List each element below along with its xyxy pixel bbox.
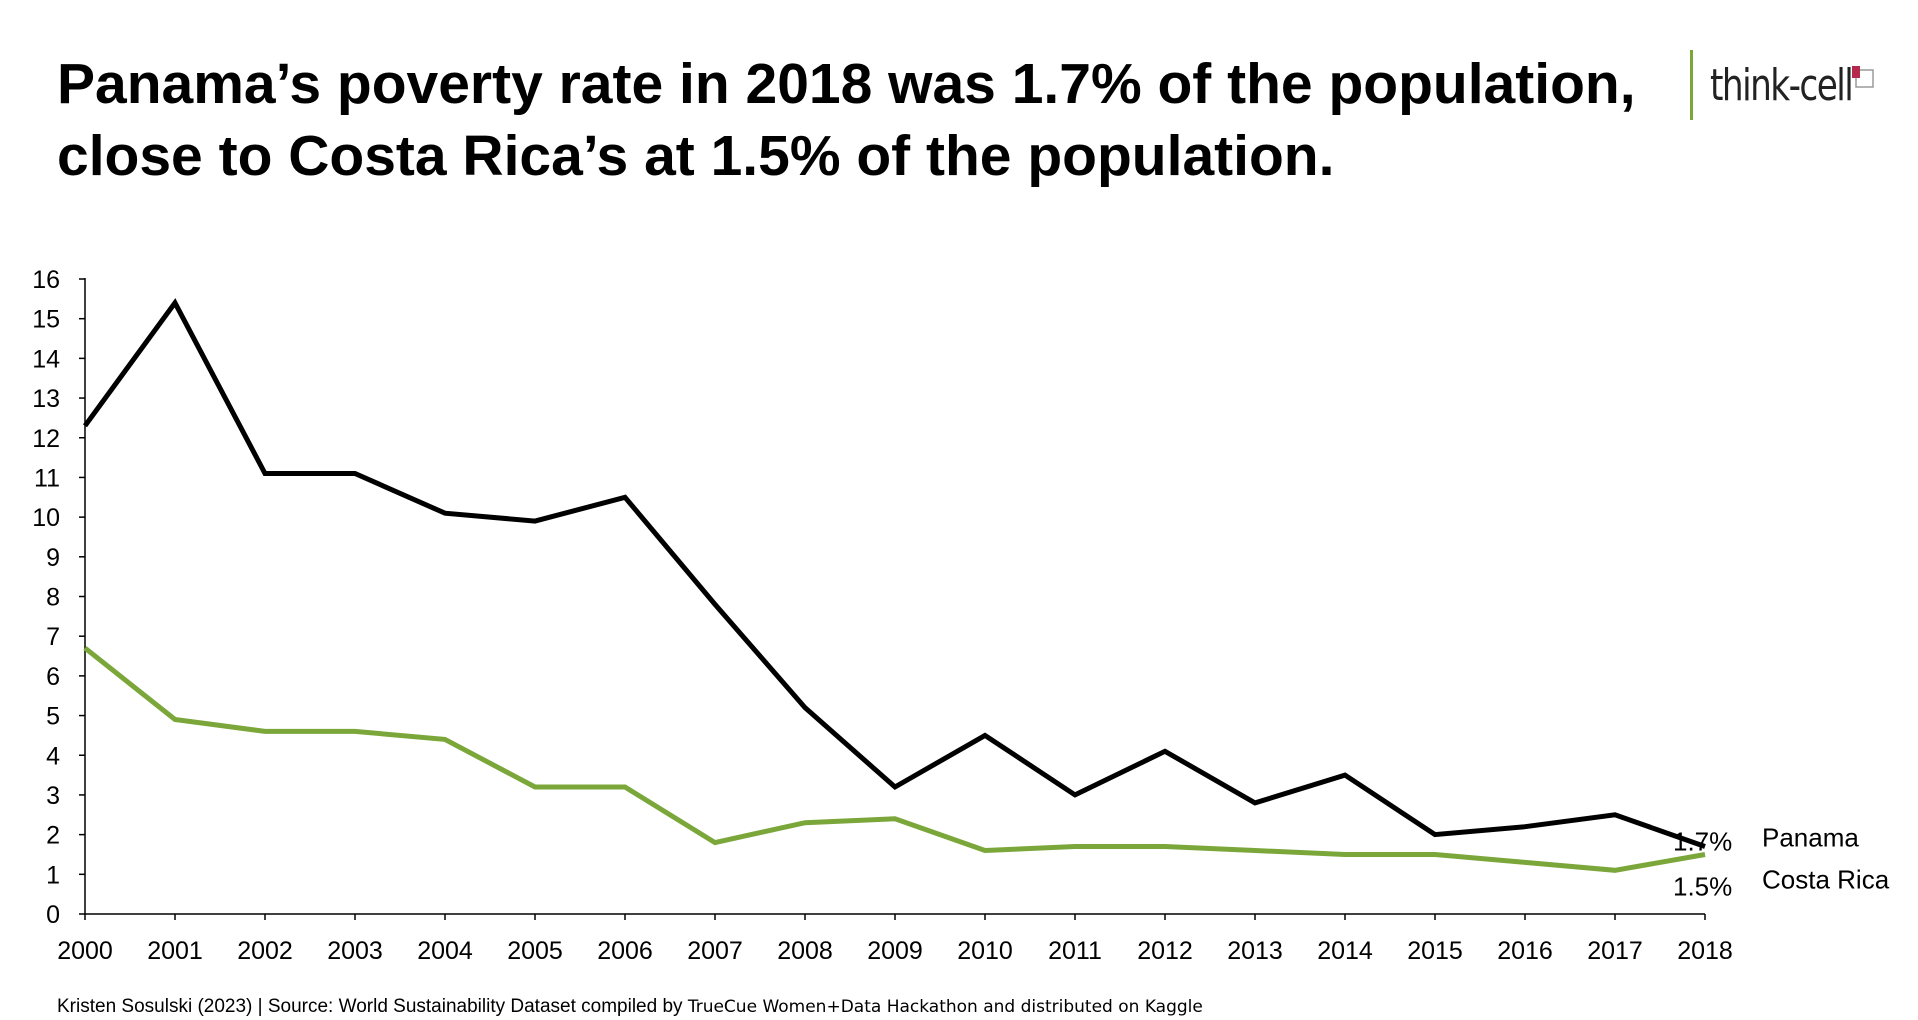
y-tick-label: 11 [34,464,60,492]
chart-title: Panama’s poverty rate in 2018 was 1.7% o… [57,48,1636,192]
x-tick-label: 2011 [1048,937,1102,965]
logo-accent-bar [1690,50,1693,120]
y-tick-label: 7 [46,623,60,651]
source-footnote: Kristen Sosulski (2023) | Source: World … [57,996,1203,1018]
x-tick-label: 2010 [957,937,1013,965]
x-tick-label: 2012 [1137,937,1193,965]
y-tick-label: 2 [46,822,60,850]
x-tick-label: 2016 [1497,937,1553,965]
legend-label-panama: Panama [1762,823,1859,853]
x-tick-label: 2003 [327,937,383,965]
x-tick-label: 2017 [1587,937,1643,965]
y-tick-label: 13 [32,385,60,413]
y-tick-label: 16 [32,266,60,294]
logo-text: think-cell [1710,60,1854,111]
end-value-label-costa-rica: 1.5% [1673,871,1732,901]
y-tick-label: 0 [46,901,60,929]
y-tick-label: 8 [46,584,60,612]
footnote-source: Kristen Sosulski (2023) | Source: World … [57,996,688,1017]
y-tick-label: 14 [32,345,60,373]
x-tick-label: 2008 [777,937,833,965]
y-tick-label: 15 [32,306,60,334]
x-tick-label: 2006 [597,937,653,965]
y-tick-label: 5 [46,703,60,731]
x-tick-label: 2001 [147,937,203,965]
chart-title-line-2: close to Costa Rica’s at 1.5% of the pop… [57,124,1335,188]
footnote-distribution: TrueCue Women+Data Hackathon and distrib… [687,997,1203,1017]
y-tick-label: 10 [32,504,60,532]
x-tick-label: 2000 [57,937,113,965]
x-tick-label: 2007 [687,937,743,965]
x-tick-label: 2013 [1227,937,1283,965]
y-tick-label: 12 [32,425,60,453]
y-tick-label: 3 [46,782,60,810]
y-tick-label: 1 [46,861,60,889]
x-tick-label: 2002 [237,937,293,965]
chart-title-line-1: Panama’s poverty rate in 2018 was 1.7% o… [57,52,1636,116]
x-tick-label: 2015 [1407,937,1463,965]
x-tick-label: 2018 [1677,937,1733,965]
y-tick-label: 6 [46,663,60,691]
y-tick-label: 9 [46,544,60,572]
x-tick-label: 2009 [867,937,923,965]
end-value-label-panama: 1.7% [1673,827,1732,857]
x-tick-label: 2004 [417,937,473,965]
x-tick-label: 2005 [507,937,563,965]
series-line-costa-rica [83,646,1706,873]
y-tick-label: 4 [46,742,60,770]
logo-mark-icon [1852,66,1874,88]
x-tick-label: 2014 [1317,937,1373,965]
legend-label-costa-rica: Costa Rica [1762,864,1890,894]
series-line-panama [82,298,1706,849]
